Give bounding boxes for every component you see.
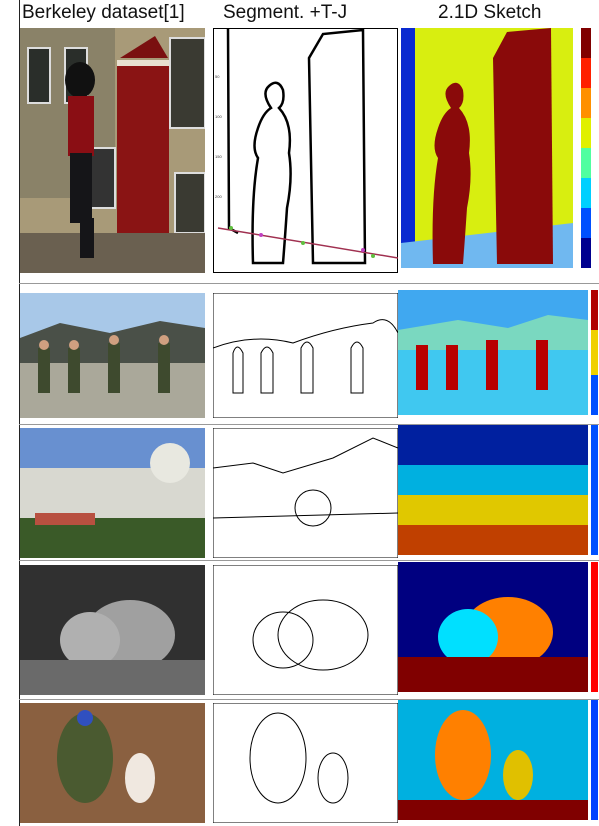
sketch-guard — [401, 28, 599, 273]
photo-guard — [20, 28, 205, 273]
svg-text:100: 100 — [215, 114, 222, 119]
sketch-birds — [398, 562, 599, 692]
svg-text:200: 200 — [215, 194, 222, 199]
photo-city — [20, 428, 205, 558]
photo-birds — [20, 565, 205, 695]
sketch-pilots — [398, 290, 599, 415]
segmentation-birds — [213, 565, 398, 695]
segmentation-soldier-child — [213, 703, 398, 823]
segmentation-city — [213, 428, 398, 558]
photo-pilots — [20, 293, 205, 418]
row-separator — [19, 699, 599, 700]
photo-soldier-child — [20, 703, 205, 823]
row-separator — [19, 424, 599, 425]
column-header-sketch: 2.1D Sketch — [438, 2, 542, 23]
row-separator — [19, 560, 599, 561]
sketch-city — [398, 425, 599, 555]
row-separator — [19, 283, 599, 284]
segmentation-pilots — [213, 293, 398, 418]
sketch-soldier-child — [398, 700, 599, 820]
svg-text:50: 50 — [215, 74, 220, 79]
figure-left-rule — [19, 0, 20, 826]
svg-text:150: 150 — [215, 154, 222, 159]
column-header-dataset: Berkeley dataset[1] — [22, 2, 185, 23]
column-header-segmentation: Segment. +T-J — [223, 2, 348, 23]
segmentation-guard: 50 100 150 200 — [213, 28, 398, 273]
